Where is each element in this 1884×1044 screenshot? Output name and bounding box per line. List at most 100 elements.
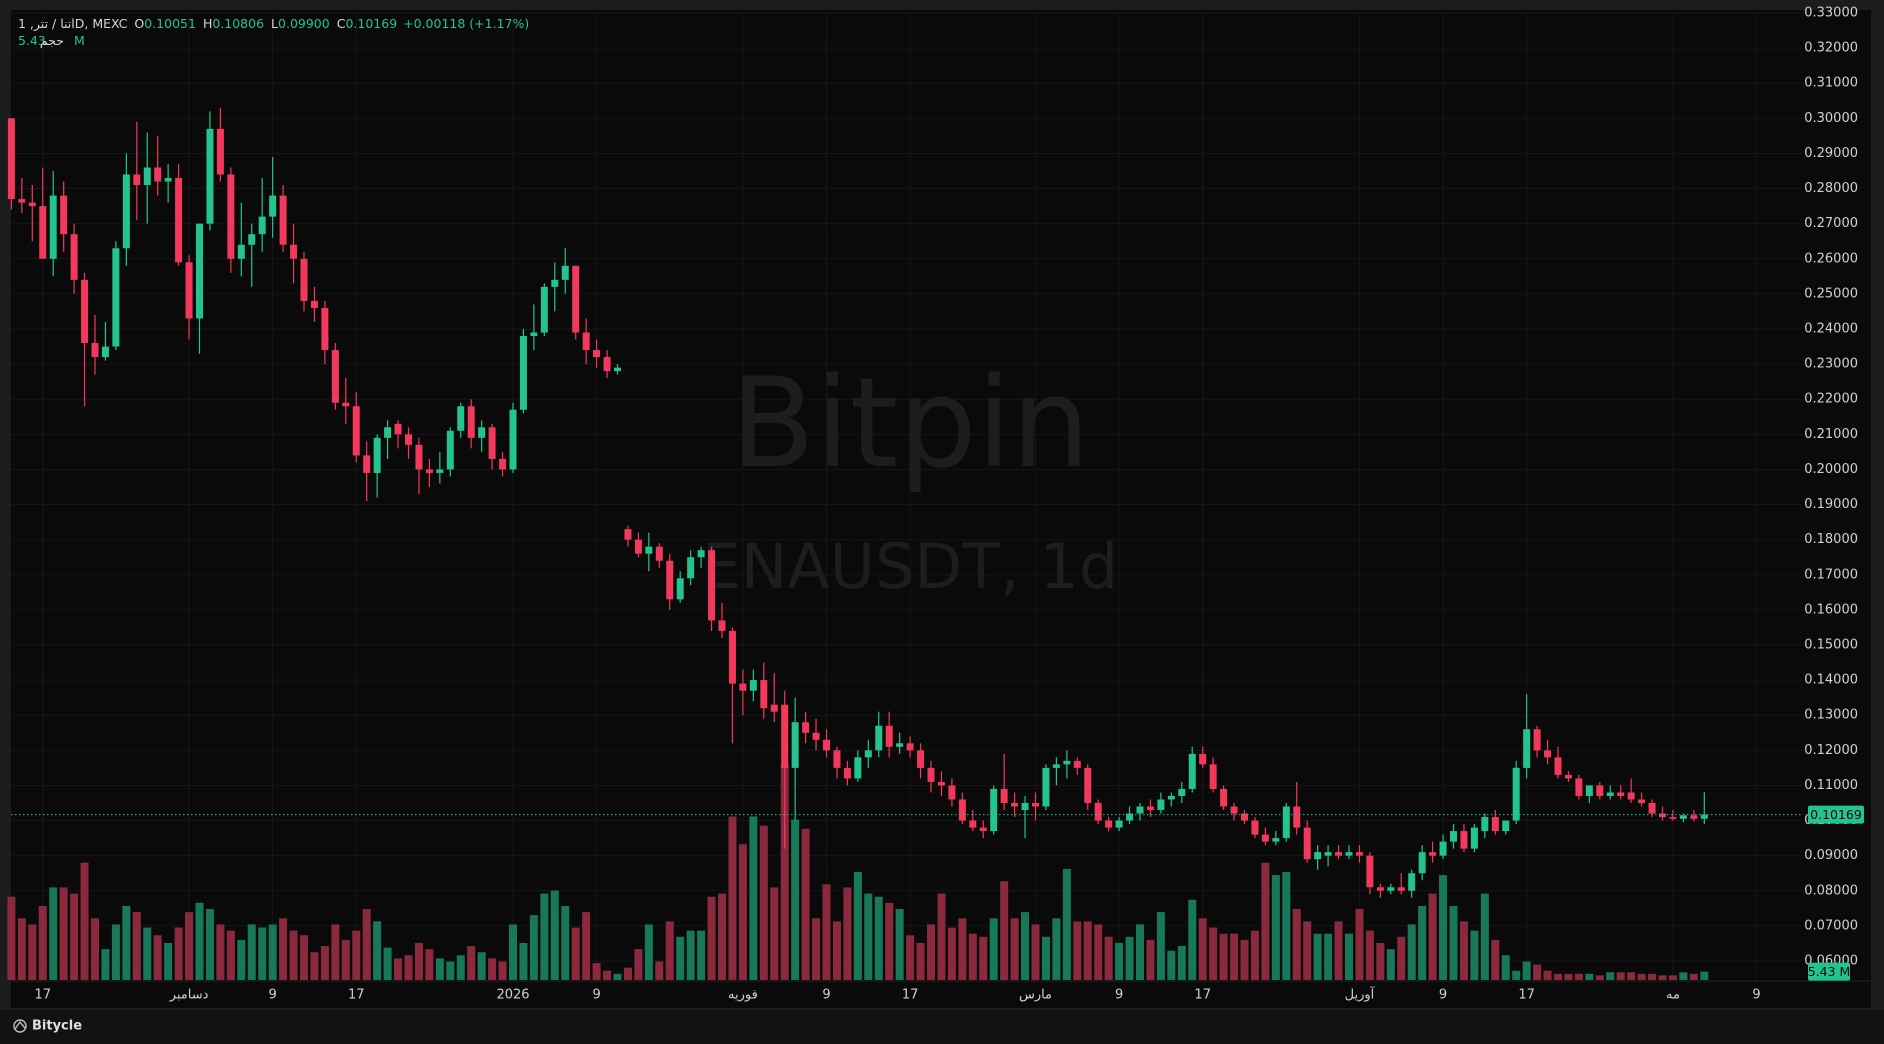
candle-body (572, 265, 580, 333)
candle-body (425, 469, 433, 473)
volume-bar (1554, 973, 1562, 980)
candle-body (1638, 799, 1646, 803)
chart-area (11, 10, 1871, 1008)
volume-bar (1125, 936, 1134, 980)
x-tick-label: 9 (269, 988, 277, 1003)
volume-bar (1146, 939, 1155, 980)
volume-bar (509, 924, 517, 980)
candle-body (603, 357, 611, 372)
candle-body (749, 680, 757, 691)
volume-bar (143, 927, 152, 980)
ohlc-key: H (203, 16, 212, 31)
volume-bar (414, 942, 423, 980)
volume-bar (1627, 972, 1636, 980)
candle-body (1429, 852, 1437, 856)
candle-body (133, 174, 141, 186)
candle-body (227, 174, 235, 259)
candle-body (1554, 757, 1562, 775)
volume-bar (467, 946, 476, 980)
candle-body (405, 434, 412, 445)
y-tick-label: 0.32000 (1804, 41, 1858, 56)
ohlc-key: C (337, 16, 346, 31)
candle-body (300, 258, 308, 301)
y-tick-label: 0.08000 (1804, 883, 1858, 898)
volume-bar (331, 924, 340, 980)
volume-bar (1668, 975, 1677, 980)
candles (7, 107, 1708, 898)
volume-bar (153, 935, 162, 980)
volume-bar (906, 935, 915, 980)
axes: 0.060000.070000.080000.090000.100000.110… (11, 6, 1864, 1003)
candle-body (49, 195, 57, 259)
volume-bar (927, 924, 935, 980)
y-tick-label: 0.14000 (1804, 673, 1858, 688)
volume-bar (1637, 973, 1646, 980)
y-tick-label: 0.28000 (1804, 181, 1858, 196)
volume-bar (404, 955, 413, 980)
y-tick-label: 0.31000 (1804, 76, 1858, 91)
volume-bar (582, 912, 591, 980)
candle-body (1544, 750, 1552, 758)
volume-bar (540, 893, 549, 980)
volume-bar (373, 921, 382, 980)
candle-body (1470, 827, 1478, 849)
volume-bar (258, 927, 267, 980)
volume-bar (1240, 939, 1249, 980)
candle-body (1617, 792, 1625, 796)
y-tick-label: 0.11000 (1804, 778, 1858, 793)
candle-body (216, 128, 224, 175)
candle-body (1512, 767, 1520, 821)
y-tick-label: 0.22000 (1804, 392, 1858, 407)
y-tick-label: 0.29000 (1804, 146, 1858, 161)
candle-body (540, 286, 548, 333)
volume-bar (665, 921, 674, 980)
candle-body (7, 118, 15, 200)
volume-bar (1439, 875, 1448, 980)
candle-body (1408, 873, 1416, 891)
volume-bar (38, 905, 47, 980)
volume-bar (456, 955, 465, 980)
volume-bar (947, 927, 956, 980)
x-tick-label: 17 (902, 988, 919, 1003)
candle-body (791, 722, 799, 768)
volume-bar (1052, 918, 1061, 980)
volume-bar (1564, 973, 1573, 980)
volume-bar (1648, 973, 1657, 980)
candle-body (823, 739, 830, 751)
candle-body (1481, 817, 1489, 832)
volume-bar (686, 930, 695, 980)
candle-body (509, 409, 517, 470)
volume-bar (362, 909, 371, 980)
x-tick-label: 2026 (496, 988, 529, 1003)
volume-bar (7, 896, 16, 980)
y-tick-label: 0.17000 (1804, 567, 1858, 582)
candle-body (1648, 803, 1656, 814)
last-price-badge (1808, 805, 1864, 824)
volume-bar (1000, 881, 1009, 980)
candle-body (185, 262, 193, 319)
candle-body (1146, 806, 1154, 811)
candle-body (1063, 760, 1071, 765)
volume-bar (728, 816, 737, 980)
legend-line: اتنا / تتر, 1D, MEXC O0.10051 H0.10806 L0.0… (18, 16, 529, 32)
candle-body (1345, 852, 1353, 856)
volume-bar (247, 924, 256, 980)
candle-body (342, 402, 350, 407)
candle-body (467, 406, 475, 438)
candle-body (1188, 753, 1196, 789)
x-tick-label: آوریل (1345, 986, 1376, 1003)
x-tick-label: 9 (592, 988, 600, 1003)
x-tick-label: 17 (348, 988, 365, 1003)
candle-body (457, 406, 465, 431)
volume-bar (759, 825, 768, 980)
candle-body (384, 427, 392, 438)
candle-body (70, 234, 78, 280)
volume-bar (164, 942, 173, 980)
ohlc-key: L (271, 16, 278, 31)
volume-bar (780, 764, 789, 980)
candle-body (28, 202, 36, 207)
volume-bar (519, 942, 528, 980)
volume-bar (874, 896, 883, 980)
volume-bar (968, 933, 977, 980)
volume-bar (1324, 933, 1333, 980)
